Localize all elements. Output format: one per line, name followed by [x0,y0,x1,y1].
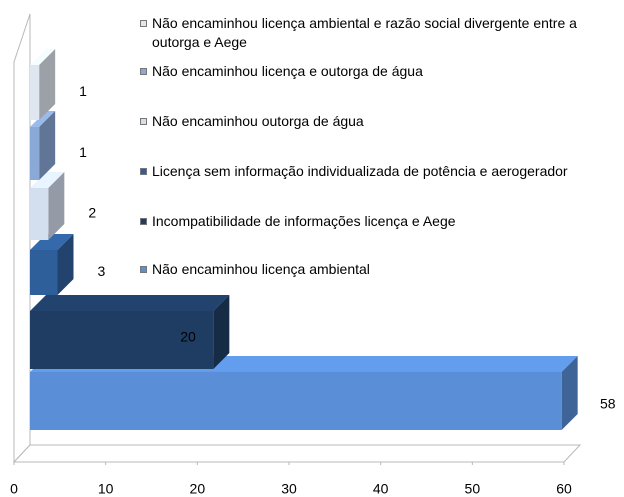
bar [30,250,58,295]
x-tick-label: 50 [465,481,481,497]
data-label: 1 [79,83,87,99]
legend-key [140,218,147,225]
bar [30,372,562,430]
bar-top [30,295,230,311]
legend-key [140,168,147,175]
legend-entry: Não encaminhou licença ambiental [140,260,620,279]
x-tick-label: 20 [190,481,206,497]
bar-top [30,49,56,65]
legend-entry: Não encaminhou licença e outorga de água [140,62,620,81]
data-label: 58 [600,396,616,412]
bar-top [30,111,56,127]
legend-entry: Licença sem informação individualizada d… [140,162,620,181]
bar [30,65,40,120]
data-label: 1 [79,144,87,160]
bar [30,311,214,369]
legend-label: Não encaminhou licença ambiental [152,261,370,277]
side-wall [13,13,31,464]
legend-label: Não encaminhou licença e outorga de água [152,63,423,79]
floor [12,444,582,463]
x-tick-label: 30 [281,481,297,497]
data-label: 20 [180,329,196,345]
bar-side [39,49,56,120]
bar-top [30,172,65,188]
x-tick-label: 10 [98,481,114,497]
legend-key [140,266,147,273]
legend-label: Não encaminhou licença ambiental e razão… [152,15,577,50]
bar-side [48,172,65,240]
x-tick-label: 40 [373,481,389,497]
legend-entry: Não encaminhou outorga de água [140,112,620,131]
legend-label: Licença sem informação individualizada d… [152,163,568,179]
legend-key [140,118,147,125]
bar-top [30,234,74,250]
bar-side [39,111,56,180]
x-tick-label: 0 [10,481,18,497]
bar-side [57,234,74,295]
bar [30,127,40,180]
legend-label: Incompatibilidade de informações licença… [152,213,456,229]
x-tick-label: 60 [556,481,572,497]
bar-side [213,295,230,369]
legend-entry: Incompatibilidade de informações licença… [140,212,620,231]
legend-key [140,68,147,75]
data-label: 3 [98,263,106,279]
legend-entry: Não encaminhou licença ambiental e razão… [140,14,620,52]
bar-side [561,356,578,430]
legend-key [140,20,147,27]
bar [30,188,49,240]
data-label: 2 [88,205,96,221]
legend-label: Não encaminhou outorga de água [152,113,364,129]
